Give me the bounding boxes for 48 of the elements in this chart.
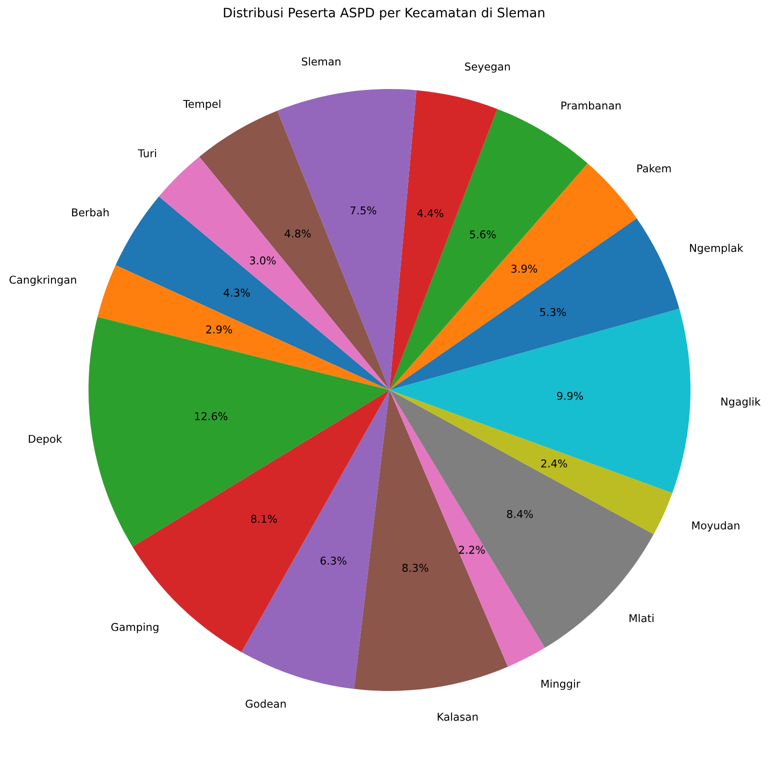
slice-label: Ngaglik bbox=[721, 397, 761, 408]
data-label: 7.5% bbox=[350, 206, 376, 214]
slice-label: Seyegan bbox=[465, 62, 510, 73]
data-label: 9.9% bbox=[557, 392, 583, 400]
chart-title: Distribusi Peserta ASPD per Kecamatan di Sleman bbox=[224, 7, 544, 20]
pie-slice bbox=[390, 390, 654, 648]
slice-label: Sleman bbox=[302, 57, 340, 66]
data-label: 5.3% bbox=[540, 308, 566, 316]
pie-slice bbox=[390, 308, 690, 493]
pie-slice bbox=[98, 265, 390, 390]
data-label: 4.4% bbox=[417, 209, 444, 218]
data-label: 8.1% bbox=[251, 514, 277, 523]
slice-label: Mlati bbox=[630, 614, 654, 622]
slice-label: Depok bbox=[28, 434, 62, 445]
data-label: 8.4% bbox=[507, 510, 533, 518]
data-label: 6.3% bbox=[320, 556, 346, 565]
pie-slice bbox=[158, 156, 390, 390]
data-label: 3.9% bbox=[511, 264, 538, 273]
pie-slice bbox=[199, 110, 390, 390]
data-label: 4.8% bbox=[284, 229, 311, 238]
pie-slice bbox=[116, 196, 390, 390]
pie-slice bbox=[390, 163, 637, 390]
data-label: 8.3% bbox=[402, 564, 428, 572]
slice-label: Godean bbox=[246, 700, 286, 708]
pie-slice bbox=[390, 218, 680, 390]
data-label: 5.6% bbox=[470, 230, 496, 238]
slice-label: Ngemplak bbox=[690, 244, 744, 254]
pie-slice bbox=[390, 108, 588, 390]
slice-label: Moyudan bbox=[692, 521, 740, 532]
data-label: 4.3% bbox=[224, 288, 250, 297]
slice-label: Kalasan bbox=[438, 712, 478, 721]
pie-slice bbox=[354, 390, 508, 691]
data-label: 2.2% bbox=[459, 546, 485, 554]
slice-label: Pakem bbox=[637, 164, 671, 172]
slice-label: Minggir bbox=[541, 680, 580, 690]
data-label: 2.4% bbox=[541, 459, 568, 468]
slice-label: Tempel bbox=[183, 100, 220, 110]
data-label: 12.6% bbox=[195, 412, 228, 420]
slice-label: Prambanan bbox=[561, 101, 621, 110]
slice-label: Berbah bbox=[72, 208, 109, 216]
slice-label: Gamping bbox=[111, 622, 158, 634]
slice-label: Turi bbox=[138, 149, 156, 158]
pie-slice bbox=[390, 90, 498, 390]
slice-label: Cangkringan bbox=[10, 276, 76, 286]
data-label: 2.9% bbox=[206, 325, 232, 334]
pie-slice bbox=[88, 316, 390, 547]
data-label: 3.0% bbox=[250, 256, 276, 264]
pie-slice bbox=[390, 390, 672, 534]
